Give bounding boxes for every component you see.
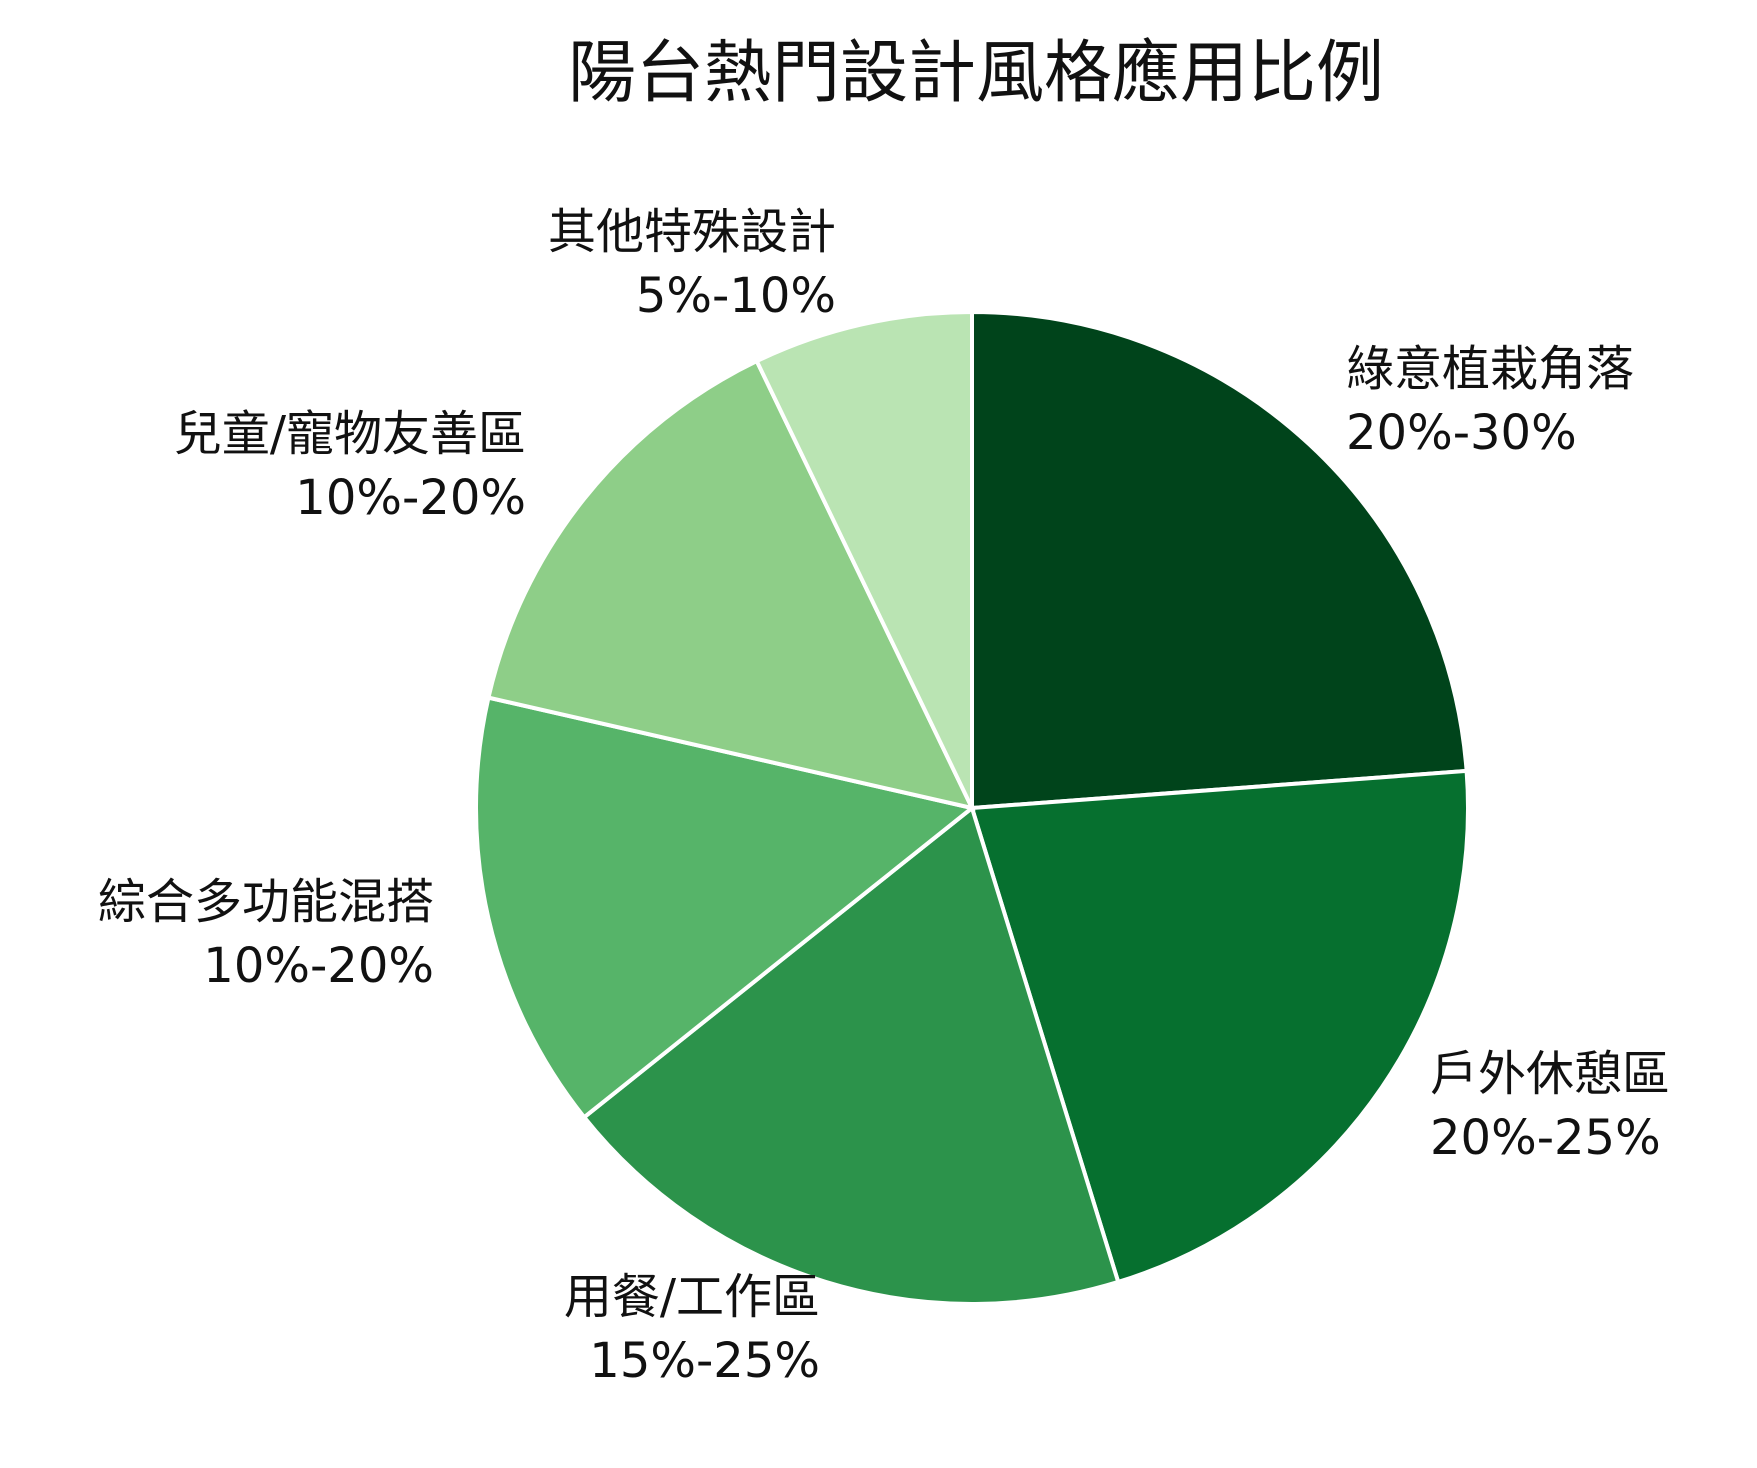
slice-label-range: 10%-20% — [295, 470, 526, 526]
slice-labels: 綠意植栽角落 20%-30% 戶外休憩區 20%-25% 用餐/工作區 15%-25% 綜合… — [98, 204, 1670, 1389]
pie-slice-4 — [474, 695, 977, 1121]
slice-label-name: 綠意植栽角落 — [1346, 341, 1634, 397]
slice-label-name: 其他特殊設計 — [548, 204, 836, 260]
pie-slice-2 — [969, 768, 1470, 1285]
slice-label-range: 15%-25% — [589, 1333, 820, 1389]
slice-label-name: 綜合多功能混搭 — [98, 874, 434, 930]
pie-slices — [474, 309, 1470, 1306]
pie-slice-1 — [970, 309, 1469, 811]
slice-label-name: 兒童/寵物友善區 — [174, 406, 526, 462]
slice-label-range: 20%-25% — [1430, 1110, 1661, 1166]
slice-label-range: 5%-10% — [636, 268, 836, 324]
pie-slice-3 — [581, 804, 1121, 1306]
slice-label-range: 20%-30% — [1346, 405, 1577, 461]
pie-slice-5 — [486, 358, 976, 811]
pie-slice-6 — [754, 309, 974, 809]
chart-title: 陽台熱門設計風格應用比例 — [568, 34, 1384, 113]
slice-label-name: 戶外休憩區 — [1430, 1046, 1670, 1102]
slice-label-range: 10%-20% — [203, 938, 434, 994]
slice-label-name: 用餐/工作區 — [564, 1269, 820, 1325]
